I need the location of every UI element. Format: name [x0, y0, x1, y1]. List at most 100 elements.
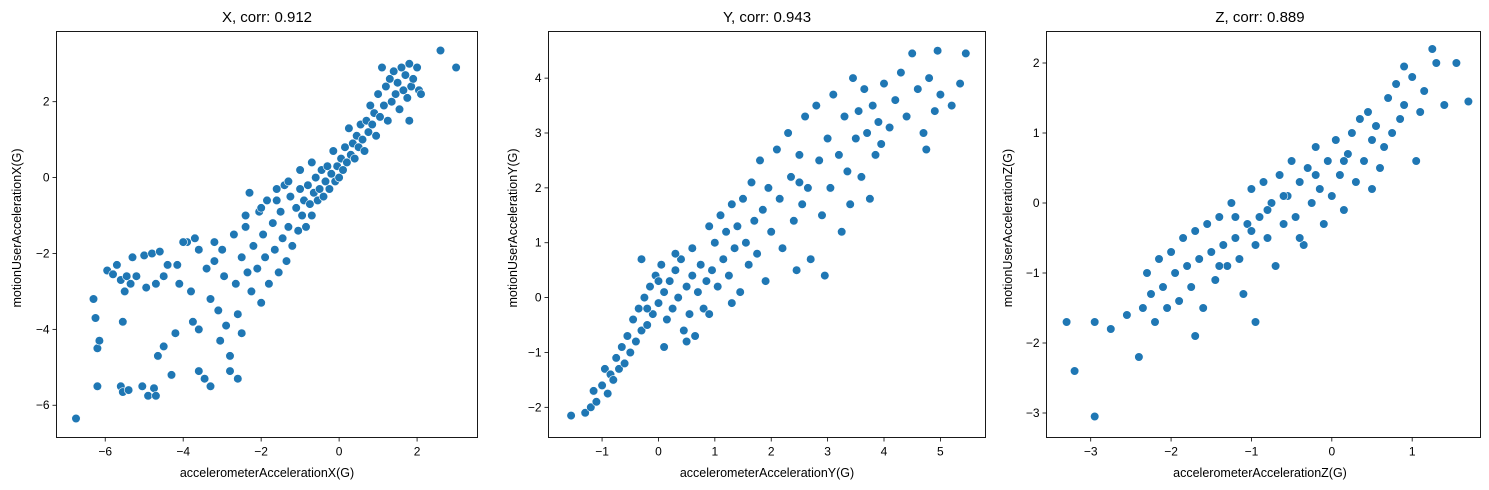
scatter-point — [744, 260, 754, 270]
y-tick-label: 1 — [535, 236, 542, 250]
scatter-point — [338, 165, 348, 175]
scatter-point — [724, 271, 734, 281]
scatter-point — [566, 411, 576, 421]
y-tick-label: 3 — [535, 126, 542, 140]
y-tick-label: 0 — [43, 171, 50, 185]
chart-title: X, corr: 0.912 — [222, 9, 312, 26]
scatter-point — [139, 250, 149, 260]
scatter-point — [727, 199, 737, 209]
scatter-point — [775, 194, 785, 204]
scatter-point — [194, 245, 204, 255]
scatter-point — [1146, 289, 1156, 299]
x-tick-label: 2 — [768, 445, 775, 459]
scatter-point — [1190, 226, 1200, 236]
scatter-point — [1174, 296, 1184, 306]
scatter-point — [622, 331, 633, 341]
scatter-point — [324, 184, 335, 194]
scatter-point — [256, 203, 266, 213]
scatter-point — [241, 222, 251, 232]
scatter-point — [721, 227, 731, 237]
scatter-point — [735, 287, 745, 297]
scatter-point — [291, 203, 301, 213]
scatter-point — [614, 364, 624, 374]
y-axis-label: motionUserAccelerationZ(G) — [1001, 149, 1015, 307]
scatter-point — [834, 150, 844, 160]
scatter-point — [1327, 191, 1337, 201]
scatter-point — [1335, 170, 1345, 180]
scatter-point — [344, 123, 354, 133]
scatter-point — [242, 267, 253, 278]
scatter-point — [1090, 317, 1100, 327]
x-tick-label: 2 — [414, 445, 421, 459]
y-tick-label: −2 — [528, 400, 542, 414]
plot-frame — [56, 31, 478, 438]
scatter-point — [1138, 303, 1148, 313]
y-tick-label: −6 — [36, 398, 50, 412]
scatter-point — [1311, 170, 1321, 180]
scatter-point — [1387, 128, 1397, 138]
scatter-point — [178, 237, 188, 247]
scatter-point — [342, 157, 352, 167]
scatter-point — [1170, 268, 1180, 278]
scatter-point — [1250, 240, 1261, 250]
scatter-point — [219, 271, 229, 281]
scatter-point — [715, 210, 726, 220]
scatter-point — [760, 276, 771, 286]
scatter-point — [727, 298, 737, 308]
scatter-point — [772, 144, 782, 155]
scatter-point — [149, 383, 159, 393]
scatter-point — [870, 150, 881, 160]
panel-y: Y, corr: 0.943 accelerometerAcceleration… — [506, 9, 986, 480]
scatter-point — [1379, 142, 1389, 152]
scatter-point — [293, 226, 303, 236]
scatter-point — [1142, 268, 1152, 278]
y-tick-label: 1 — [1033, 126, 1040, 140]
scatter-point — [137, 381, 147, 391]
scatter-point — [274, 267, 284, 278]
scatter-point — [653, 276, 664, 286]
scatter-point — [662, 314, 672, 325]
scatter-point — [1355, 114, 1365, 124]
scatter-point — [1106, 324, 1116, 334]
scatter-point — [393, 78, 403, 88]
scatter-point — [1331, 135, 1341, 145]
scatter-point — [318, 192, 329, 202]
scatter-point — [1162, 303, 1172, 313]
scatter-point — [1351, 177, 1361, 187]
scatter-point — [732, 221, 743, 231]
scatter-point — [1230, 233, 1240, 243]
scatter-point — [248, 241, 258, 251]
scatter-point — [1182, 261, 1192, 271]
scatter-point — [710, 238, 720, 248]
scatter-point — [794, 150, 805, 160]
scatter-point — [786, 172, 796, 182]
scatter-point — [1347, 128, 1357, 138]
scatter-point — [334, 173, 344, 183]
scatter-point — [913, 84, 923, 94]
scatter-point — [153, 351, 163, 361]
scatter-point — [588, 386, 599, 396]
y-tick-label: −2 — [36, 246, 50, 260]
scatter-point — [718, 254, 728, 264]
x-tick-label: 1 — [1409, 445, 1416, 459]
y-tick-label: 4 — [535, 71, 542, 85]
scatter-point — [1218, 240, 1228, 250]
x-tick-label: 4 — [881, 445, 888, 459]
scatter-point — [141, 283, 151, 293]
scatter-point — [387, 97, 397, 107]
scatter-point — [1222, 261, 1232, 271]
scatter-point — [1363, 107, 1373, 117]
scatter-point — [648, 309, 658, 319]
scatter-point — [170, 328, 180, 338]
x-tick-label: 1 — [711, 445, 718, 459]
scatter-point — [803, 183, 813, 193]
scatter-point — [673, 293, 683, 303]
scatter-point — [1270, 261, 1281, 271]
scatter-point — [828, 89, 838, 100]
scatter-point — [619, 358, 630, 369]
scatter-point — [642, 304, 652, 314]
scatter-point — [186, 286, 196, 297]
scatter-point — [225, 366, 235, 376]
scatter-point — [845, 199, 855, 209]
scatter-point — [862, 128, 872, 138]
